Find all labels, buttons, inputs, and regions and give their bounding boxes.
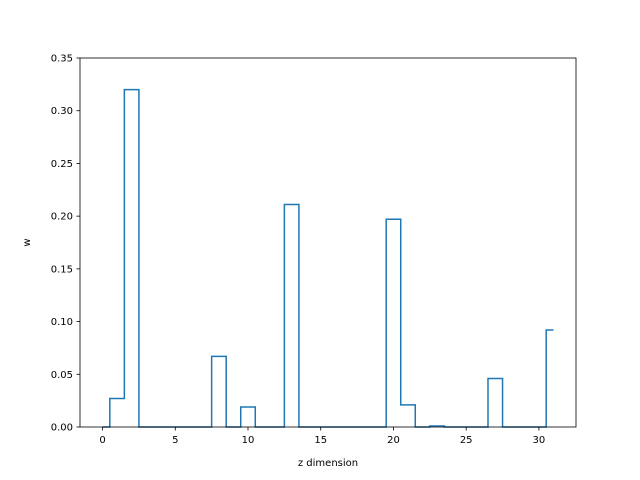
y-tick-label: 0.00 bbox=[51, 423, 73, 434]
x-tick-label: 15 bbox=[314, 435, 327, 446]
x-tick-label: 30 bbox=[533, 435, 546, 446]
y-axis-label: w bbox=[22, 238, 33, 246]
x-tick-label: 10 bbox=[242, 435, 255, 446]
y-tick-label: 0.35 bbox=[51, 54, 73, 65]
x-tick-label: 0 bbox=[99, 435, 105, 446]
y-tick-label: 0.10 bbox=[51, 317, 73, 328]
y-axis-ticks: 0.00 0.05 0.10 0.15 0.20 0.25 0.30 0.35 bbox=[51, 54, 80, 434]
x-tick-label: 5 bbox=[172, 435, 178, 446]
x-axis-ticks: 0 5 10 15 20 25 30 bbox=[99, 427, 545, 446]
x-tick-label: 25 bbox=[460, 435, 473, 446]
plot-frame bbox=[79, 57, 577, 428]
x-tick-label: 20 bbox=[387, 435, 400, 446]
y-tick-label: 0.25 bbox=[51, 159, 73, 170]
y-tick-label: 0.20 bbox=[51, 212, 73, 223]
y-tick-label: 0.30 bbox=[51, 106, 73, 117]
x-axis-label: z dimension bbox=[298, 458, 358, 469]
y-tick-label: 0.15 bbox=[51, 264, 73, 275]
y-tick-label: 0.05 bbox=[51, 370, 73, 381]
